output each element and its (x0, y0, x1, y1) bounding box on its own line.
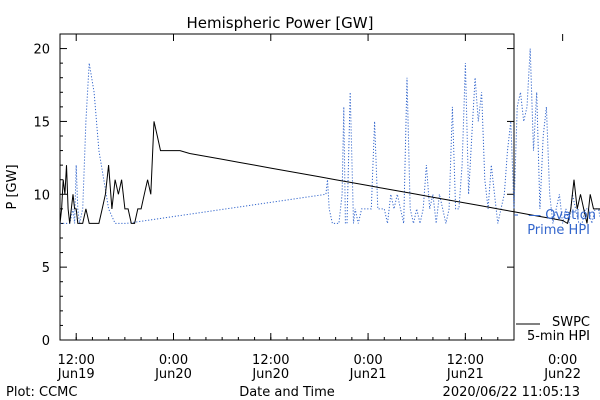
chart-title: Hemispheric Power [GW] (187, 14, 374, 32)
y-tick-label: 0 (42, 334, 50, 349)
legend-ovation-line1: — Ovation (528, 208, 596, 223)
x-tick-label-date: Jun22 (543, 367, 581, 382)
legend-swpc: SWPC 5-min HPI (516, 315, 590, 344)
y-tick-label: 15 (33, 115, 50, 130)
x-tick-label-time: 0:00 (159, 353, 188, 368)
x-tick-label-time: 0:00 (548, 353, 577, 368)
x-tick-label-time: 12:00 (57, 353, 94, 368)
x-tick-label-time: 12:00 (252, 353, 289, 368)
series-line-ovation-prime-hpi (60, 48, 600, 224)
legend-ovation: — Ovation Prime HPI (527, 208, 596, 238)
legend-swpc-line2: 5-min HPI (527, 329, 590, 344)
x-tick-label-date: Jun21 (349, 367, 387, 382)
x-axis: 12:00Jun190:00Jun2012:00Jun200:00Jun2112… (57, 34, 581, 382)
x-axis-label: Date and Time (239, 385, 335, 400)
series-layer (59, 48, 600, 225)
y-tick-label: 10 (33, 188, 50, 203)
plot-frame (59, 33, 515, 341)
y-axis: 0 5 10 15 20 (33, 43, 514, 349)
x-tick-label-date: Jun19 (57, 367, 95, 382)
legend-swpc-line1: SWPC (552, 315, 590, 330)
footer-timestamp: 2020/06/22 11:05:13 (443, 385, 580, 400)
series-line-swpc-5min-hpi (59, 121, 600, 225)
x-tick-label-date: Jun21 (446, 367, 484, 382)
x-tick-label-date: Jun20 (251, 367, 289, 382)
y-tick-label: 20 (33, 43, 50, 58)
x-tick-label-date: Jun20 (154, 367, 192, 382)
legend-ovation-line2: Prime HPI (527, 223, 590, 238)
x-tick-label-time: 0:00 (353, 353, 382, 368)
footer-plot-credit: Plot: CCMC (6, 385, 77, 400)
y-axis-label: P [GW] (5, 164, 20, 209)
y-tick-label: 5 (42, 261, 50, 276)
x-tick-label-time: 12:00 (447, 353, 484, 368)
